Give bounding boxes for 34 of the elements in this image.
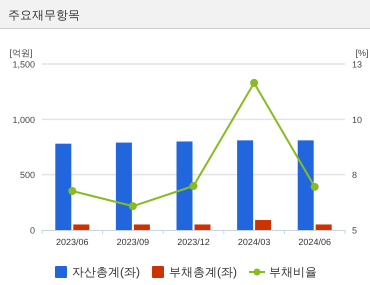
legend-label: 부채총계(좌) <box>169 265 237 279</box>
x-tick-label: 2023/12 <box>177 237 210 247</box>
bar <box>316 224 332 230</box>
x-tick-label: 2024/06 <box>298 237 331 247</box>
point <box>310 182 319 191</box>
legend-label: 자산총계(좌) <box>72 265 140 279</box>
y-axis-title: [억원] <box>9 48 33 58</box>
point <box>190 182 198 190</box>
bar <box>176 141 192 230</box>
bar <box>55 144 72 230</box>
point <box>128 202 137 210</box>
x-tick-label: 2024/03 <box>238 237 270 247</box>
bar <box>134 224 150 230</box>
y2-axis-title: [%] <box>355 48 369 58</box>
point <box>68 186 76 195</box>
y-tick-label: 1,000 <box>12 114 35 125</box>
y2-tick-label: 5 <box>352 226 358 236</box>
bar <box>255 220 272 230</box>
y2-tick-label: 10 <box>352 114 362 125</box>
x-tick-label: 2023/06 <box>56 237 89 247</box>
bar <box>194 224 210 230</box>
bar <box>73 224 90 230</box>
y-tick-label: 0 <box>30 226 35 236</box>
bar <box>298 140 314 230</box>
point <box>250 78 258 87</box>
y2-tick-label: 8 <box>352 170 358 180</box>
y-tick-label: 1,500 <box>12 60 35 70</box>
bar <box>237 140 254 230</box>
chart-title: 주요재무항목 <box>8 8 80 22</box>
x-tick-label: 2023/09 <box>116 237 150 247</box>
bar <box>116 142 132 230</box>
y2-tick-label: 13 <box>352 60 362 70</box>
legend-label: 부채비율 <box>269 265 317 279</box>
y-tick-label: 500 <box>20 170 35 180</box>
